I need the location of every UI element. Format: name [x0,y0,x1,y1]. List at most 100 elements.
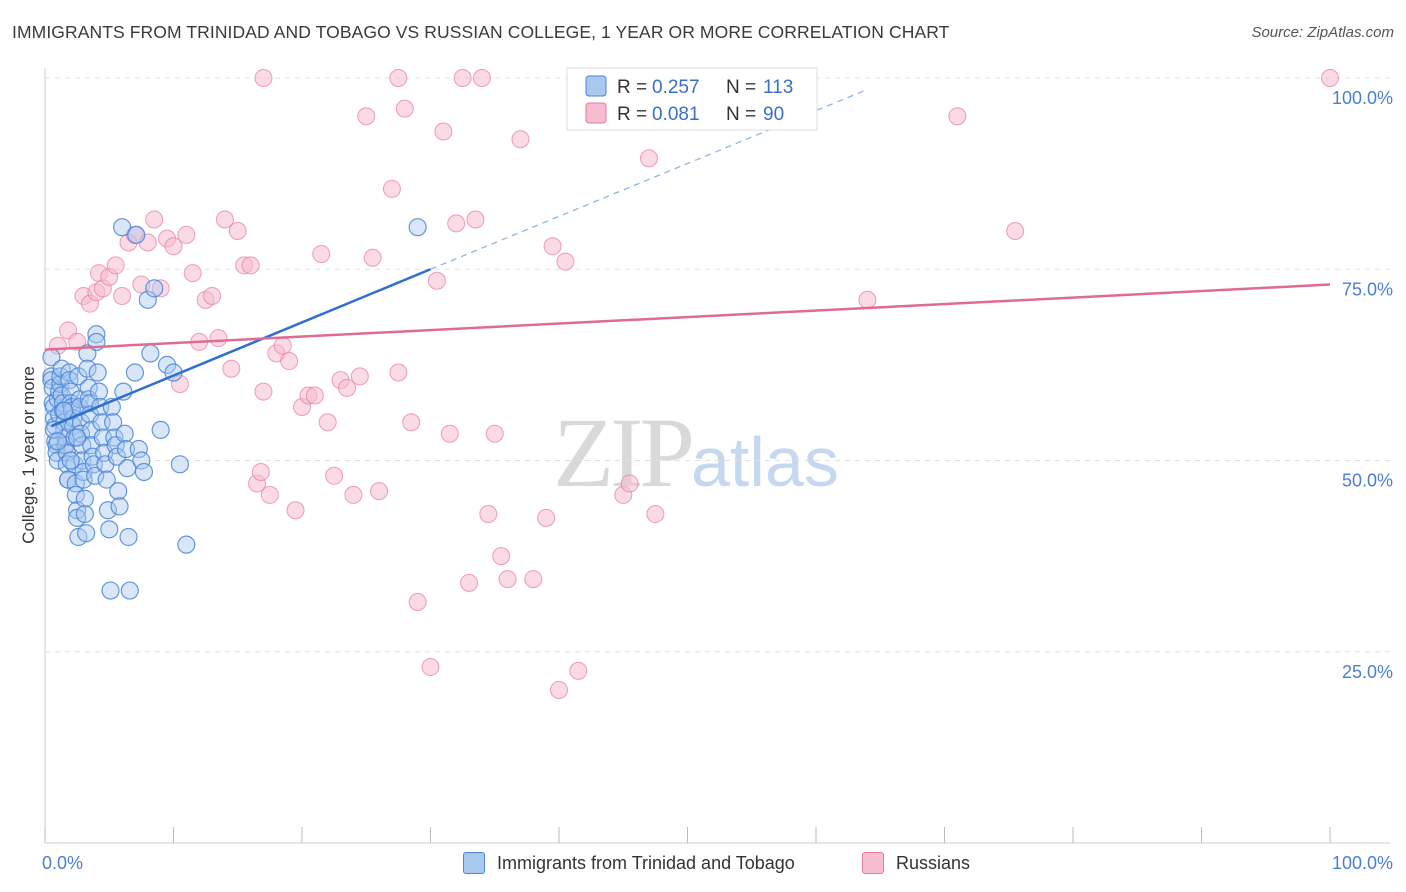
data-point-russians [251,462,270,481]
data-point-russians [389,363,408,382]
data-point-russians [646,505,665,524]
data-point-trinidad [177,535,196,554]
data-point-trinidad [115,424,134,443]
data-point-trinidad [75,489,94,508]
legend-swatch-pink [585,102,607,124]
data-point-trinidad [66,485,85,505]
data-point-trinidad [151,420,170,439]
data-point-russians [260,485,279,504]
data-point-russians [215,210,234,229]
data-point-trinidad [132,451,151,470]
data-point-trinidad [112,218,132,237]
axes [44,68,1390,844]
data-point-trinidad [60,363,79,382]
data-point-russians [151,279,170,298]
data-point-russians [460,573,479,592]
data-point-russians [639,149,658,168]
data-point-trinidad [120,581,139,600]
legend-n-value-2: 90 [763,104,784,125]
data-point-russians [524,570,543,589]
bottom-legend-label-trinidad: Immigrants from Trinidad and Tobago [497,852,795,873]
data-point-russians [145,210,164,229]
data-point-russians [556,252,575,271]
legend-r-value-2: 0.081 [652,104,700,125]
data-point-trinidad [105,428,124,447]
data-point-trinidad [116,439,136,459]
data-point-russians [472,69,491,87]
data-point-russians [280,352,299,371]
data-point-russians [241,256,260,275]
legend-r-label-1: R = [617,77,647,98]
data-point-russians [344,485,363,504]
data-point-russians [389,69,408,87]
data-point-trinidad [141,344,160,363]
data-point-trinidad [44,420,64,439]
data-point-russians [543,237,562,256]
data-point-russians [620,474,639,493]
data-point-trinidad [74,470,93,489]
data-point-trinidad [78,359,97,378]
data-point-trinidad [51,367,70,386]
chart-title: IMMIGRANTS FROM TRINIDAD AND TOBAGO VS R… [12,22,950,42]
bottom-legend-swatch-blue [463,852,485,874]
data-point-russians [466,210,485,229]
x-tick-label: 0.0% [42,853,83,873]
data-point-russians [569,661,588,680]
data-point-trinidad [101,581,120,600]
legend-n-label-2: N = [726,104,756,125]
data-point-trinidad [88,363,107,382]
x-tick-label: 100.0% [1332,853,1393,873]
trend-lines [44,88,1331,428]
legend-n-label-1: N = [726,77,756,98]
data-point-russians [363,248,382,267]
data-point-russians [164,237,183,256]
legend-swatch-blue [585,75,607,97]
data-point-russians [106,256,125,275]
data-point-trinidad [134,462,154,482]
data-point-russians [382,179,401,198]
data-point-russians [312,244,331,263]
data-point-trinidad [125,363,145,382]
y-tick-label: 75.0% [1342,279,1393,299]
data-point-russians [427,271,446,290]
data-point-russians [203,287,222,306]
data-point-russians [434,122,453,141]
data-point-trinidad [109,482,128,501]
data-point-trinidad [55,401,74,420]
data-point-trinidad [110,497,129,516]
data-point-russians [453,69,472,87]
data-point-russians [1321,69,1339,87]
trend-line-trinidad-extension [430,88,868,270]
data-point-trinidad [100,520,119,539]
data-point-russians [254,69,273,87]
y-tick-label: 25.0% [1342,662,1393,682]
trend-line-trinidad [50,268,431,428]
data-point-russians [370,482,389,501]
data-point-trinidad [75,504,94,524]
data-point-russians [318,413,337,432]
trend-line-russians [44,283,1331,351]
data-point-trinidad [87,325,106,344]
data-point-trinidad [61,451,80,470]
series-russians-points [48,69,1339,699]
data-point-russians [395,99,414,118]
bottom-legend-label-russians: Russians [896,852,971,873]
data-point-russians [948,107,967,126]
data-point-russians [479,505,498,524]
data-point-russians [170,375,189,393]
data-point-trinidad [145,279,164,298]
data-point-russians [305,386,324,405]
data-point-trinidad [170,455,190,474]
legend-r-label-2: R = [617,104,647,125]
legend-r-value-1: 0.257 [652,77,700,98]
data-point-russians [357,107,376,126]
data-point-russians [485,424,504,443]
data-point-russians [511,130,530,149]
data-point-russians [408,593,427,612]
data-point-trinidad [97,470,116,489]
data-point-russians [498,570,517,589]
data-point-trinidad [129,439,148,459]
data-point-russians [254,382,273,401]
bottom-legend-item-trinidad: Immigrants from Trinidad and Tobago [463,852,795,874]
